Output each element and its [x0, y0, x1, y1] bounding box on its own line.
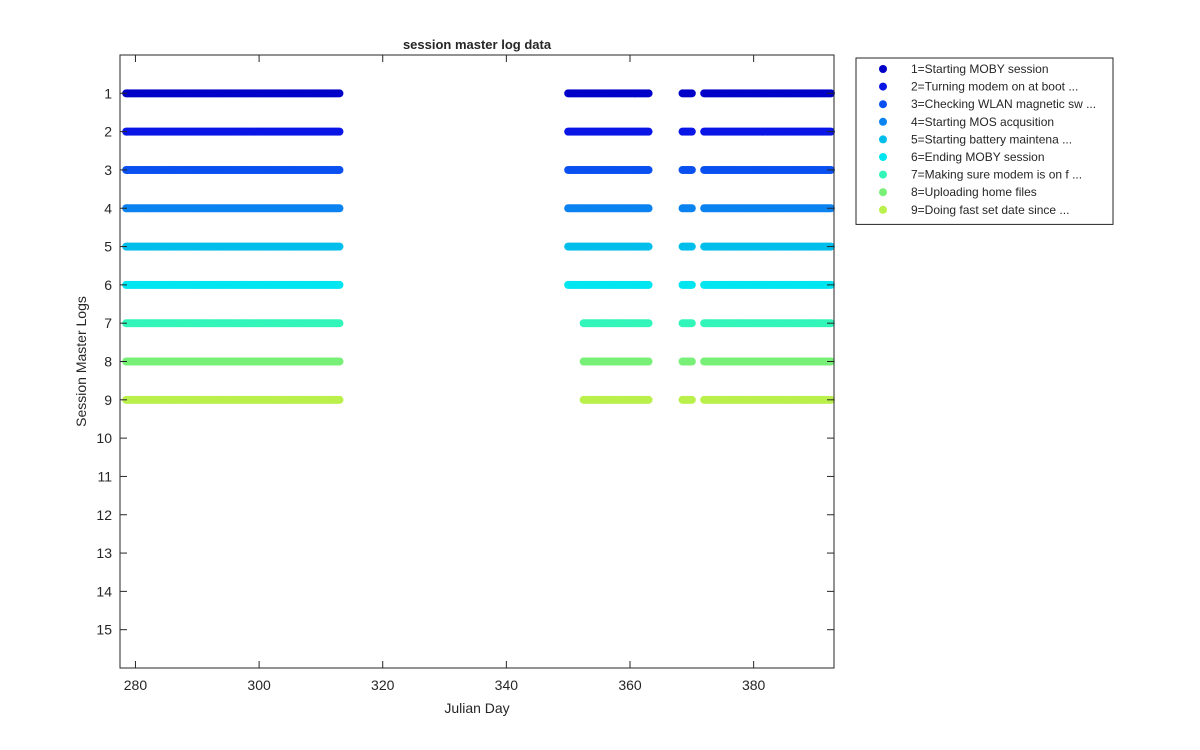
legend-box [855, 57, 1114, 225]
legend-label: 4=Starting MOS acqusition [911, 115, 1054, 129]
y-tick-label: 3 [104, 162, 112, 178]
legend-item: 2=Turning modem on at boot ... [879, 80, 1078, 94]
y-tick-label: 15 [96, 622, 112, 638]
y-tick-label: 8 [104, 354, 112, 370]
legend-label: 8=Uploading home files [911, 185, 1037, 199]
legend: 1=Starting MOBY session 2=Turning modem o… [855, 57, 1114, 225]
legend-label: 7=Making sure modem is on f ... [911, 168, 1082, 182]
series-4 [122, 204, 835, 213]
data-point [644, 280, 653, 289]
y-tick-label: 14 [96, 583, 112, 599]
data-point [335, 319, 344, 328]
x-tick-label: 360 [618, 677, 642, 693]
legend-item: 9=Doing fast set date since ... [879, 203, 1069, 217]
data-point [687, 280, 696, 289]
data-point [335, 395, 344, 404]
legend-marker [879, 170, 887, 179]
chart-title: session master log data [403, 37, 552, 52]
legend-label: 3=Checking WLAN magnetic sw ... [911, 97, 1096, 111]
data-point [335, 165, 344, 174]
legend-item: 6=Ending MOBY session [879, 150, 1045, 164]
data-point [644, 319, 653, 328]
legend-marker [879, 117, 887, 126]
legend-marker [879, 153, 887, 161]
data-point [687, 357, 696, 366]
data-point [687, 319, 696, 328]
series-3 [122, 165, 835, 174]
y-tick-label: 2 [104, 124, 112, 140]
data-point [335, 204, 344, 213]
legend-marker [879, 135, 887, 144]
y-tick-label: 10 [96, 430, 112, 446]
data-point [335, 127, 344, 136]
data-marks [122, 89, 835, 404]
legend-item: 5=Starting battery maintena ... [879, 132, 1072, 146]
data-point [687, 89, 696, 98]
y-tick-label: 12 [96, 507, 112, 523]
legend-marker [879, 82, 887, 91]
y-tick-label: 6 [104, 277, 112, 293]
y-tick-label: 7 [104, 315, 112, 331]
legend-marker [879, 205, 887, 214]
data-point [335, 280, 344, 289]
plot-box [119, 54, 835, 669]
data-point [644, 89, 653, 98]
series-1 [122, 89, 835, 98]
data-point [644, 127, 653, 136]
legend-item: 3=Checking WLAN magnetic sw ... [879, 97, 1096, 111]
legend-marker [879, 65, 887, 73]
data-point [335, 357, 344, 366]
legend-item: 1=Starting MOBY session [879, 62, 1049, 76]
x-tick-label: 340 [495, 677, 519, 693]
y-tick-label: 11 [97, 468, 112, 484]
x-tick-label: 300 [247, 677, 271, 693]
series-8 [122, 357, 835, 366]
legend-label: 1=Starting MOBY session [911, 62, 1049, 76]
legend-label: 2=Turning modem on at boot ... [911, 80, 1078, 94]
data-point [335, 89, 344, 98]
data-point [687, 165, 696, 174]
y-tick-label: 1 [104, 85, 112, 101]
legend-marker [879, 100, 887, 109]
legend-item: 7=Making sure modem is on f ... [879, 168, 1082, 182]
series-6 [122, 280, 835, 289]
legend-item: 4=Starting MOS acqusition [879, 115, 1054, 129]
legend-label: 5=Starting battery maintena ... [911, 132, 1072, 146]
y-tick-label: 9 [104, 392, 112, 408]
y-tick-label: 4 [104, 200, 112, 216]
y-tick-label: 13 [96, 545, 112, 561]
series-7 [122, 319, 835, 328]
data-point [644, 165, 653, 174]
data-point [644, 204, 653, 213]
data-point [644, 242, 653, 251]
x-tick-label: 280 [124, 677, 148, 693]
legend-label: 6=Ending MOBY session [911, 150, 1045, 164]
legend-label: 9=Doing fast set date since ... [911, 203, 1069, 217]
y-tick-label: 5 [104, 239, 112, 255]
series-5 [122, 242, 835, 251]
series-2 [122, 127, 835, 136]
x-tick-label: 380 [742, 677, 766, 693]
data-point [644, 395, 653, 404]
data-point [335, 242, 344, 251]
data-point [687, 127, 696, 136]
data-point [687, 242, 696, 251]
x-tick-label: 320 [371, 677, 395, 693]
y-axis-label: Session Master Logs [73, 296, 89, 427]
legend-item: 8=Uploading home files [879, 185, 1037, 199]
data-point [687, 204, 696, 213]
legend-marker [879, 188, 887, 197]
x-axis-label: Julian Day [444, 700, 509, 716]
data-point [644, 357, 653, 366]
data-point [687, 395, 696, 404]
series-9 [122, 395, 835, 404]
